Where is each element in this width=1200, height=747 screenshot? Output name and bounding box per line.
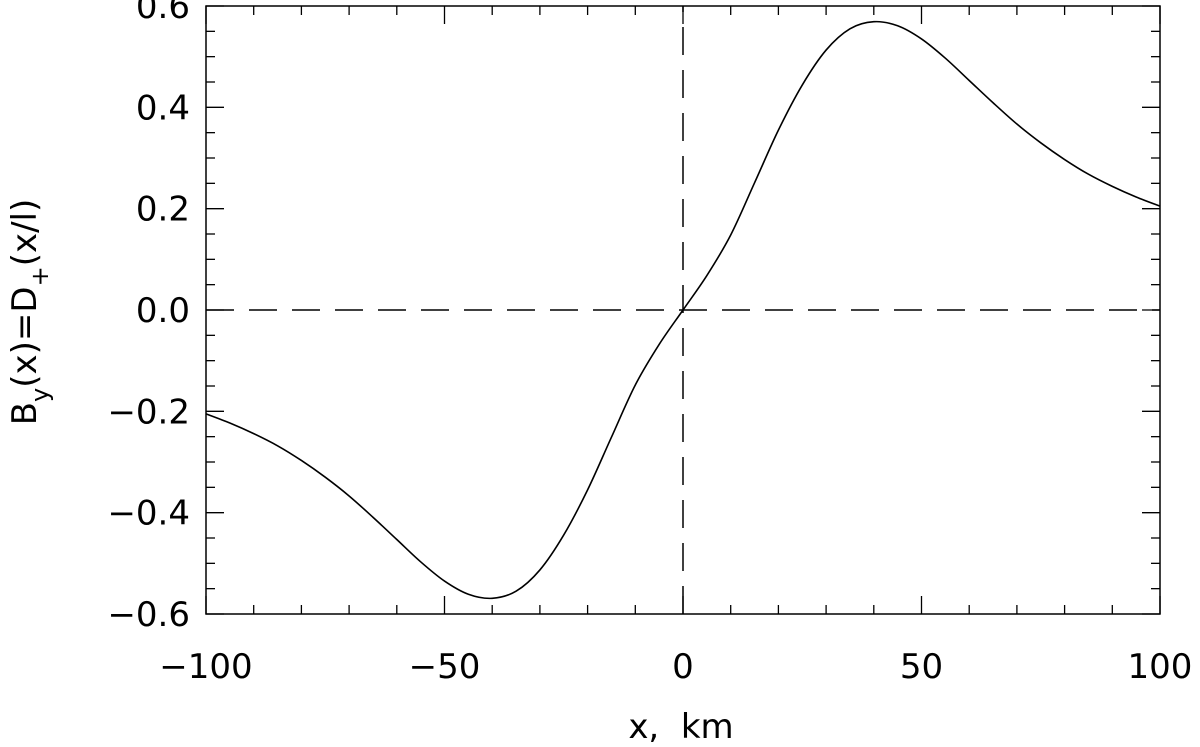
x-tick-label: 50 [900,647,943,687]
minor-tick-marks [206,6,1160,614]
y-axis-label-part: (x)=D [5,286,45,387]
y-tick-label: −0.6 [107,595,190,635]
y-axis-label-part: (x/l) [5,199,45,267]
x-axis-label: x, km [628,707,733,747]
y-tick-labels: −0.6 −0.4 −0.2 0.0 0.2 0.4 0.6 [107,0,190,635]
x-tick-labels: −100 −50 0 50 100 [159,647,1192,687]
y-tick-label: 0.4 [136,88,190,128]
series-line-0 [205,20,1161,600]
y-tick-label: −0.2 [107,392,190,432]
y-tick-label: 0.0 [136,291,190,331]
x-tick-label: 0 [672,647,694,687]
y-axis-label-subscript: y [26,388,54,402]
y-axis-label: By(x)=D+(x/l) [5,199,54,426]
x-tick-label: −50 [409,647,481,687]
y-tick-label: 0.6 [136,0,190,27]
plot-frame [205,5,1161,615]
y-axis-label-subscript: + [26,266,54,286]
y-axis-label-part: B [5,402,45,425]
y-tick-label: −0.4 [107,494,190,534]
x-tick-label: −100 [159,647,252,687]
y-tick-label: 0.2 [136,190,190,230]
x-tick-label: 100 [1128,647,1193,687]
series-layer [205,20,1161,600]
